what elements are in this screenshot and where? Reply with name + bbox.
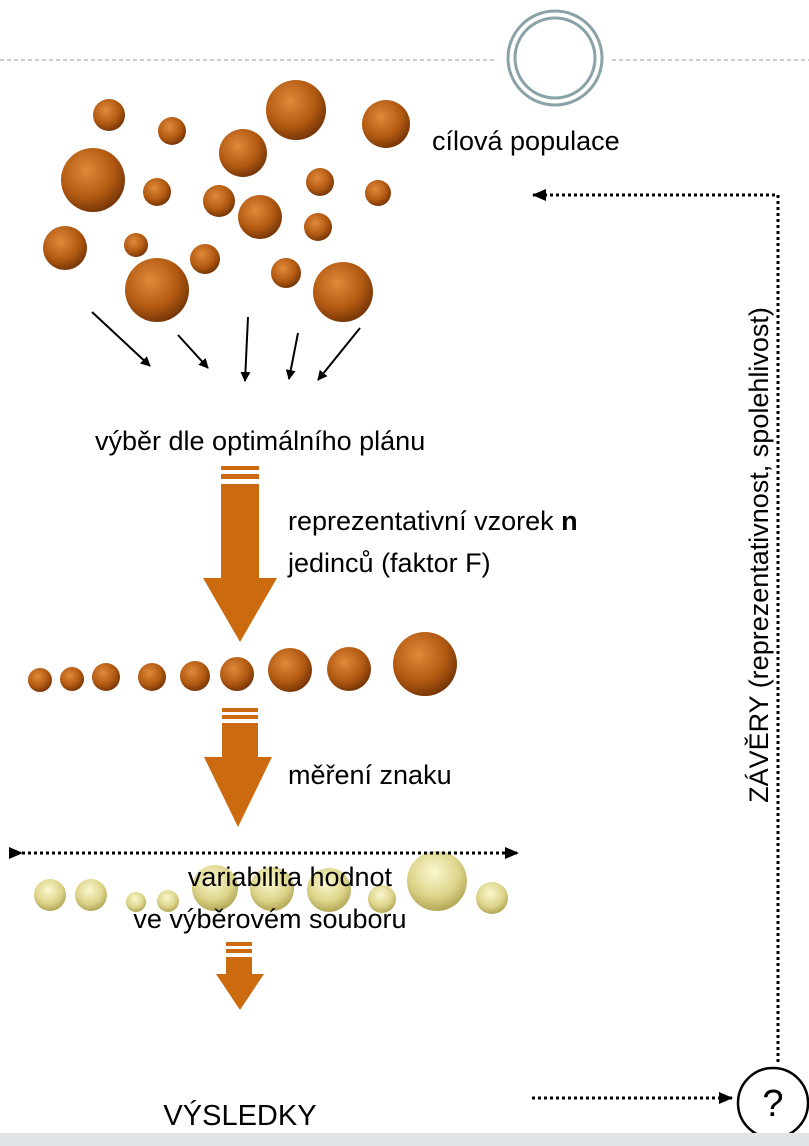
circle [219,129,267,177]
label: jedinců (faktor F) [287,548,491,578]
circle [238,195,282,239]
circle [125,258,189,322]
circle [250,867,294,911]
circle [368,885,396,913]
circle [143,178,171,206]
circle [220,657,254,691]
label: ZÁVĚRY (reprezentativnost, spolehlivost) [743,307,774,803]
label: reprezentativní vzorek [288,506,561,536]
label: VÝSLEDKY [163,1099,316,1132]
circle [93,99,125,131]
circle [34,879,66,911]
label: ve výběrovém souboru [133,904,406,934]
circle [306,168,334,196]
circle [476,882,508,914]
circle [203,185,235,217]
label: reprezentativní vzorek n [288,506,578,536]
population-circles [43,80,410,322]
circle [138,663,166,691]
label: n [561,506,578,536]
ornament [506,9,604,107]
circle [60,667,84,691]
label: ? [762,1083,783,1125]
circle [327,647,371,691]
circle [393,632,457,696]
label: výběr dle optimálního plánu [95,426,425,456]
footer-bar [0,1133,809,1146]
measured-circles [34,851,508,914]
circle [313,262,373,322]
label: cílová populace [432,126,620,156]
ornament [513,16,597,100]
circle [61,148,125,212]
circle [192,865,238,911]
circle [304,213,332,241]
selection-arrows [91,311,361,382]
circle [28,668,52,692]
circle [180,661,210,691]
circle [92,663,120,691]
sample-circles [28,632,457,696]
circle [307,868,351,912]
circle [157,890,179,912]
circle [75,879,107,911]
circle [158,117,186,145]
circle [362,100,410,148]
circle [126,892,146,912]
feedback-arrow [532,189,780,1062]
circle [266,80,326,140]
label: měření znaku [288,760,452,790]
circle [407,851,467,911]
circle [124,233,148,257]
circle [43,226,87,270]
circle [365,180,391,206]
circle [268,648,312,692]
label: variabilita hodnot [188,862,393,892]
flow-arrows [203,466,277,1010]
circle [271,258,301,288]
circle [190,244,220,274]
